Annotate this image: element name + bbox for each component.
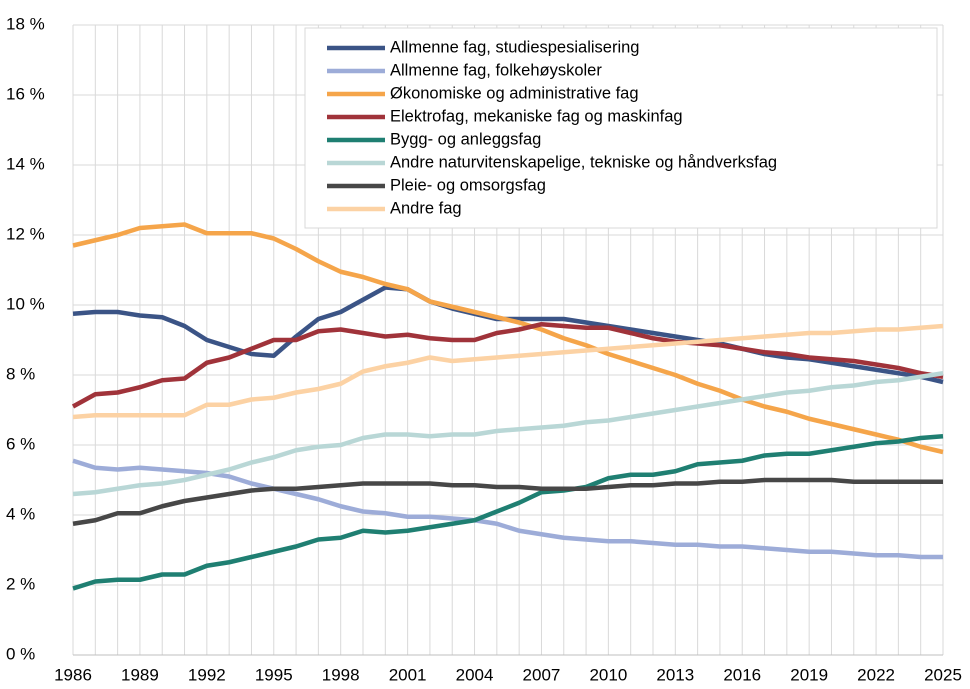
legend-label: Elektrofag, mekaniske fag og maskinfag [390, 107, 683, 125]
x-tick-label: 2001 [389, 665, 427, 684]
series-line [72, 434, 944, 591]
series-line [72, 477, 943, 526]
x-tick-label: 1986 [54, 665, 92, 684]
x-tick-label: 1992 [188, 665, 226, 684]
legend-label: Allmenne fag, folkehøyskoler [390, 61, 602, 79]
legend-label: Bygg- og anleggsfag [390, 130, 541, 148]
series-line [72, 371, 944, 497]
x-tick-label: 2013 [656, 665, 694, 684]
x-tick-label: 2004 [456, 665, 494, 684]
series-line [72, 323, 944, 420]
y-tick-label: 18 % [6, 14, 45, 33]
x-tick-label: 1998 [322, 665, 360, 684]
x-tick-label: 2019 [790, 665, 828, 684]
legend-label: Andre fag [390, 199, 462, 217]
x-tick-label: 2025 [924, 665, 962, 684]
series-line [71, 322, 944, 409]
x-tick-label: 2010 [589, 665, 627, 684]
y-tick-label: 12 % [6, 224, 45, 243]
series-line [72, 222, 944, 455]
x-tick-label: 2022 [857, 665, 895, 684]
y-tick-label: 6 % [6, 434, 35, 453]
legend-box [304, 27, 938, 229]
legend: Allmenne fag, studiespesialisering Allmen… [304, 27, 938, 229]
x-tick-label: 1995 [255, 665, 293, 684]
y-tick-label: 14 % [6, 154, 45, 173]
legend-label: Andre naturvitenskapelige, tekniske og h… [390, 153, 777, 171]
series-line [72, 458, 943, 560]
y-tick-label: 4 % [6, 504, 35, 523]
legend-label: Pleie- og omsorgsfag [390, 176, 546, 194]
x-tick-label: 2016 [723, 665, 761, 684]
y-tick-label: 8 % [6, 364, 35, 383]
legend-label: Allmenne fag, studiespesialisering [390, 38, 639, 56]
y-tick-label: 16 % [6, 84, 45, 103]
y-tick-label: 0 % [6, 644, 35, 663]
legend-label: Økonomiske og administrative fag [390, 84, 639, 102]
x-tick-label: 1989 [121, 665, 159, 684]
y-tick-label: 10 % [6, 294, 45, 313]
y-tick-label: 2 % [6, 574, 35, 593]
x-tick-label: 2007 [523, 665, 561, 684]
